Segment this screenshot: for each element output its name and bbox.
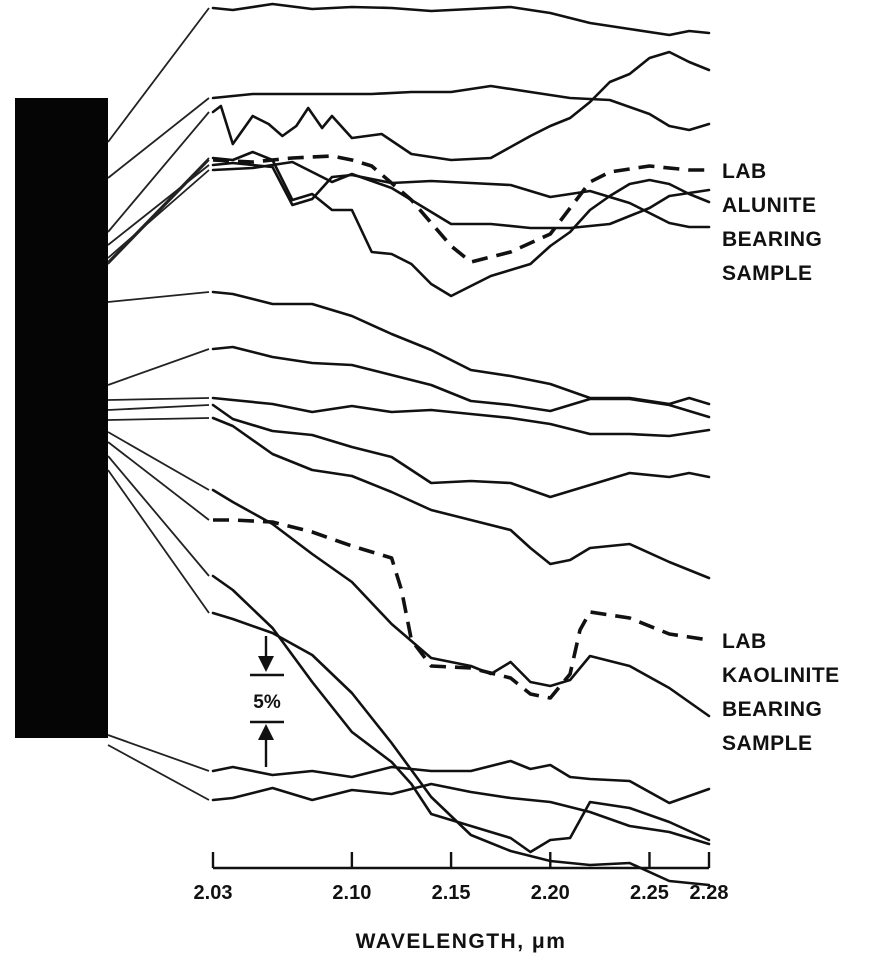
leader-line <box>107 157 210 263</box>
image-strip <box>15 98 108 738</box>
lab-spectrum-line <box>213 518 710 700</box>
leader-line <box>107 404 210 411</box>
spectrum-line <box>211 160 711 230</box>
leader-lines <box>107 7 210 801</box>
leader-line <box>107 111 210 233</box>
leader-line <box>107 417 210 421</box>
spectrum-line <box>211 84 711 132</box>
spectrum-line <box>211 345 711 419</box>
leader-line <box>107 441 210 521</box>
lab-spectrum-line <box>212 154 709 264</box>
leader-line <box>107 164 210 246</box>
spectrum-line <box>211 574 711 854</box>
leader-line <box>107 431 210 491</box>
spectrum-line <box>211 290 711 406</box>
leader-line <box>107 348 210 386</box>
leader-line <box>107 97 210 179</box>
x-tick-label: 2.28 <box>690 882 729 904</box>
spectra-plot <box>211 2 711 887</box>
spectrum-line <box>211 759 711 805</box>
x-tick-label: 2.20 <box>531 882 570 904</box>
leader-line <box>107 159 210 265</box>
leader-line <box>107 291 210 303</box>
x-tick-label: 2.15 <box>432 882 471 904</box>
spectrum-line <box>211 782 711 846</box>
x-tick-label: 2.03 <box>194 882 233 904</box>
spectrum-line <box>211 396 711 438</box>
annotations: LAB ALUNITE BEARING SAMPLE LAB KAOLINITE BEARI… <box>722 160 840 755</box>
x-axis: 2.03 2.10 2.15 2.20 2.25 2.28 <box>194 852 729 904</box>
x-tick-label: 2.25 <box>630 882 669 904</box>
lab-sample-annotation: LAB ALUNITE BEARING SAMPLE <box>722 160 822 285</box>
spectrum-line <box>211 611 711 887</box>
x-tick-label: 2.10 <box>332 882 371 904</box>
leader-line <box>107 397 210 401</box>
leader-line <box>107 169 210 259</box>
spectrum-line <box>211 161 711 229</box>
leader-line <box>107 734 210 772</box>
leader-line <box>107 7 210 143</box>
spectrum-line <box>211 416 711 580</box>
leader-line <box>107 744 210 801</box>
scale-bar-label: 5% <box>253 692 281 713</box>
lab-sample-annotation: LAB KAOLINITE BEARING SAMPLE <box>722 630 840 755</box>
leader-line <box>107 455 210 577</box>
x-axis-label: WAVELENGTH, μm <box>356 930 567 953</box>
spectrum-line <box>211 50 711 162</box>
scale-bar: 5% <box>250 636 284 767</box>
spectrum-line <box>211 403 711 499</box>
leader-line <box>107 469 210 614</box>
spectrum-line <box>211 150 711 298</box>
spectrum-line <box>211 2 711 37</box>
scale-arrowhead-down <box>258 656 274 672</box>
spectrum-line <box>211 488 711 718</box>
